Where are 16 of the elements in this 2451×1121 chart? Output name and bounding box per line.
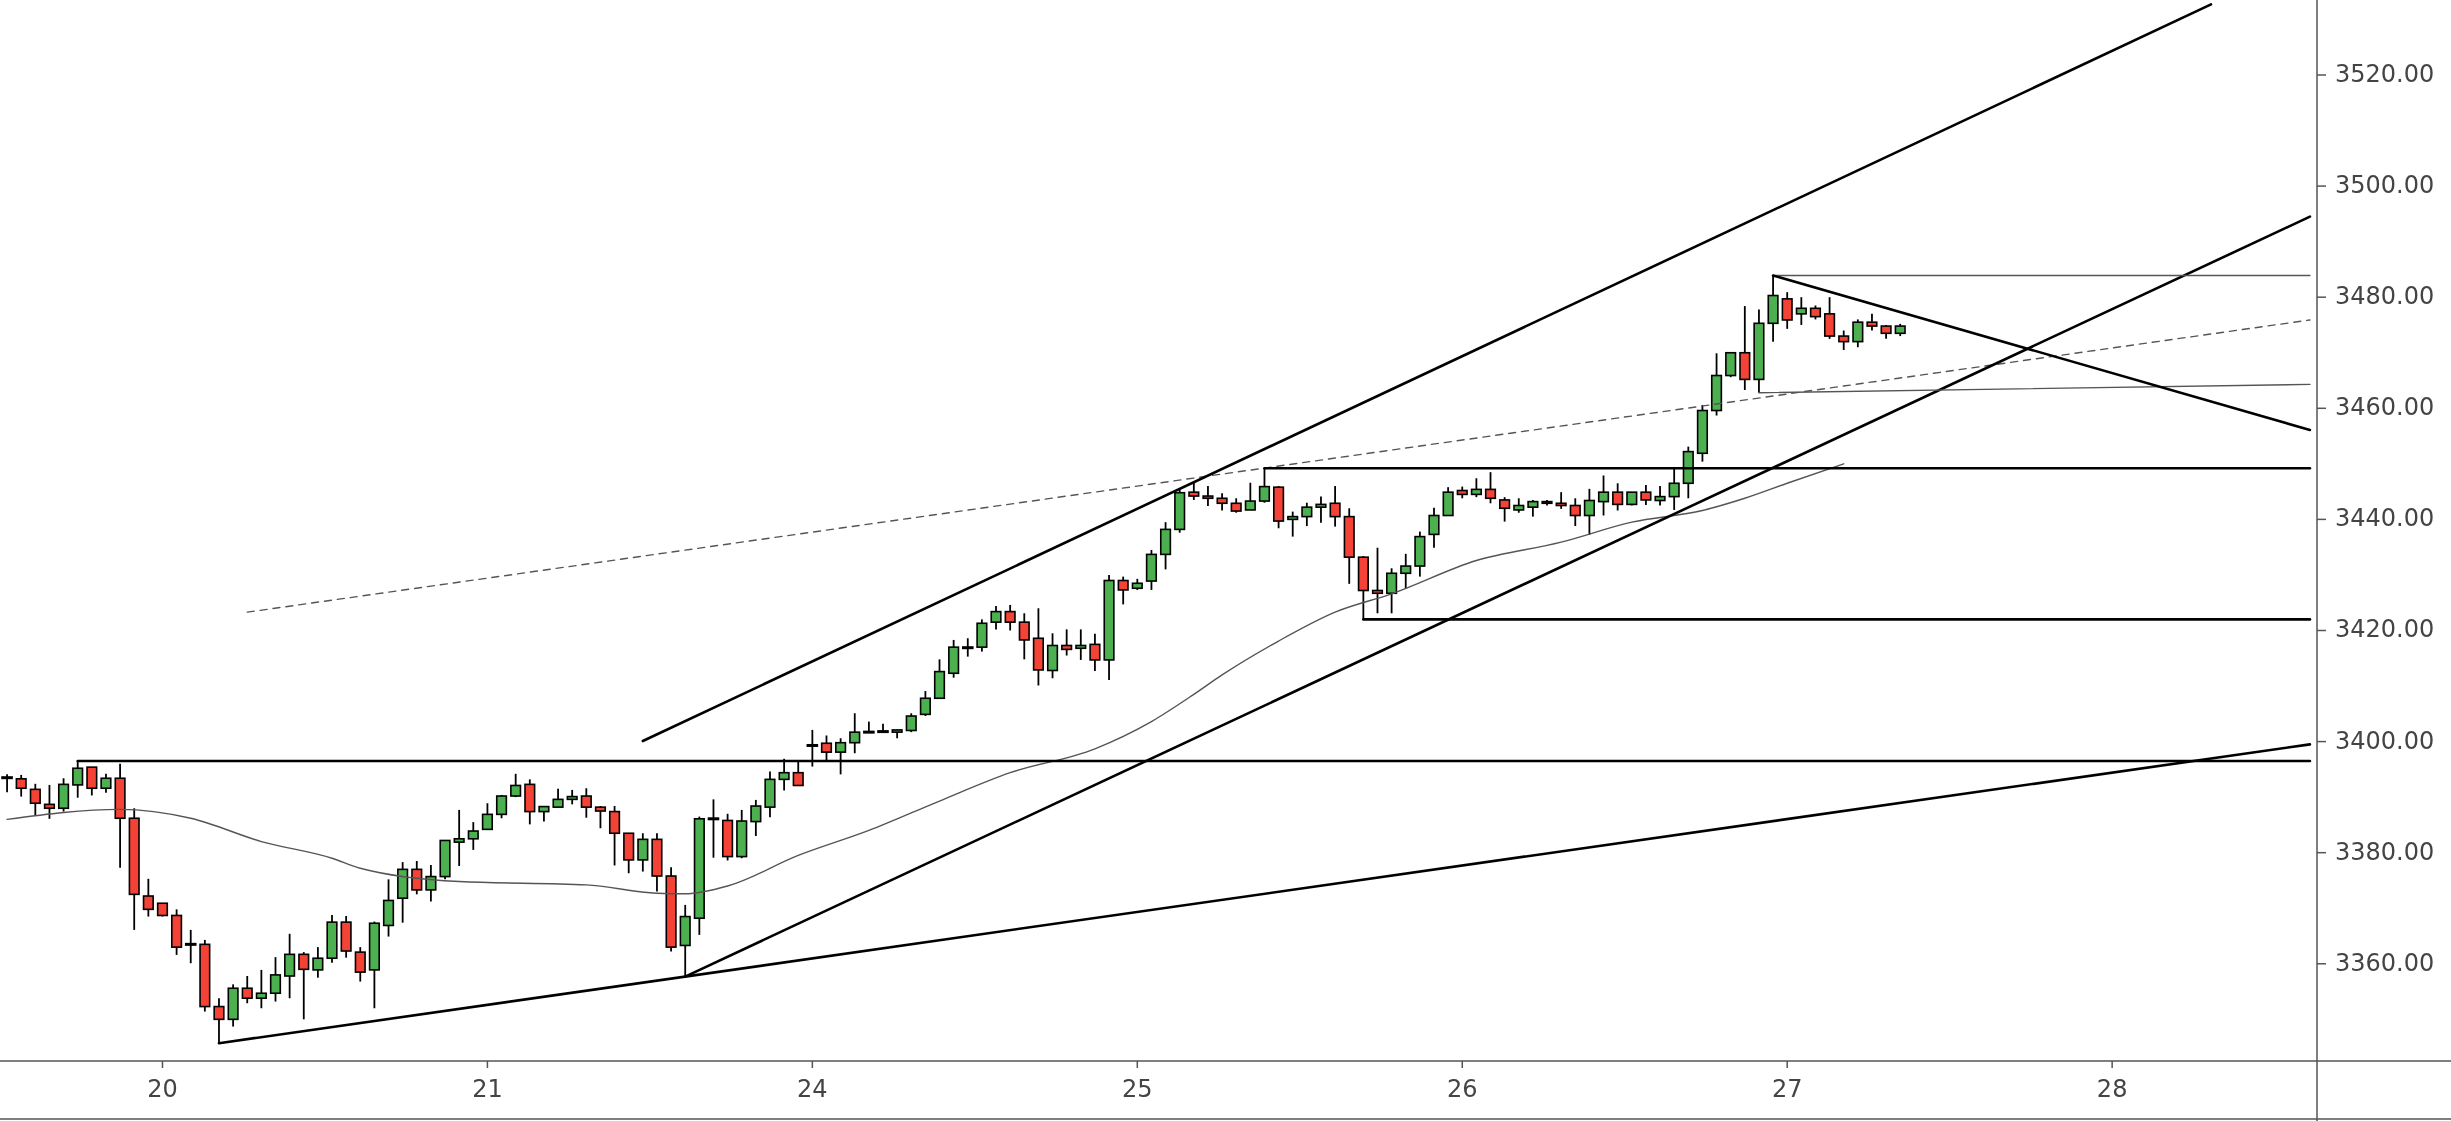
x-tick-label: 24 (797, 1075, 828, 1103)
y-tick-label: 3420.00 (2335, 615, 2435, 644)
y-tick-label: 3480.00 (2335, 282, 2435, 311)
y-tick-label: 3440.00 (2335, 504, 2435, 533)
x-tick-label: 27 (1771, 1075, 1803, 1103)
y-tick-label: 3520.00 (2335, 59, 2435, 88)
y-tick-label: 3360.00 (2335, 948, 2435, 977)
x-tick-label: 26 (1446, 1075, 1478, 1103)
y-tick-label: 3500.00 (2335, 171, 2435, 200)
x-tick-label: 21 (472, 1075, 503, 1103)
x-tick-label: 20 (147, 1075, 178, 1103)
y-tick-label: 3400.00 (2335, 726, 2435, 755)
x-tick-label: 28 (2096, 1075, 2128, 1103)
y-tick-label: 3380.00 (2335, 837, 2435, 866)
y-tick-label: 3460.00 (2335, 393, 2435, 422)
x-tick-label: 25 (1122, 1075, 1153, 1103)
